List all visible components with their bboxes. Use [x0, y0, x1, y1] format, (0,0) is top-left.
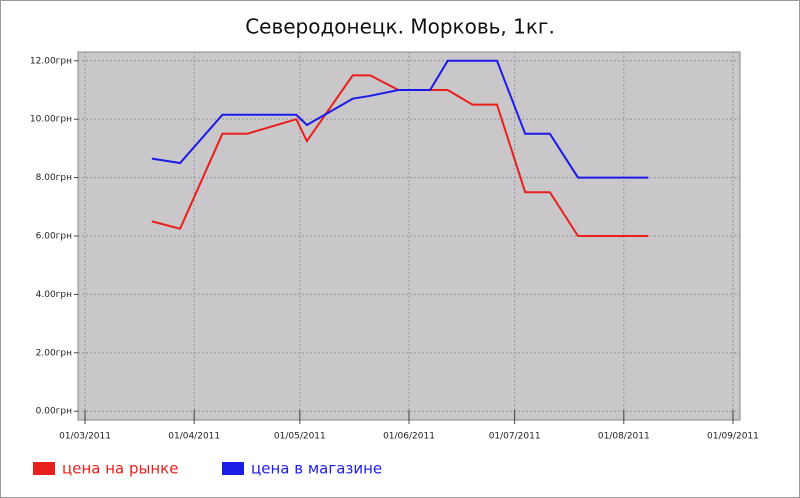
x-tick-label: 01/09/2011	[707, 432, 759, 442]
legend-swatch	[222, 462, 244, 475]
x-tick-label: 01/03/2011	[59, 432, 111, 442]
series-line	[151, 59, 649, 179]
x-tick-label: 01/08/2011	[598, 432, 650, 442]
legend-swatch	[33, 462, 55, 475]
y-tick-label: 0.00грн	[36, 407, 72, 417]
chart-title: Северодонецк. Морковь, 1кг.	[245, 15, 555, 39]
x-tick-label: 01/06/2011	[383, 432, 435, 442]
y-tick-label: 8.00грн	[36, 173, 72, 183]
y-tick-label: 12.00грн	[30, 56, 72, 66]
y-tick-label: 6.00грн	[36, 232, 72, 242]
y-tick-label: 2.00грн	[36, 348, 72, 358]
x-tick-label: 01/05/2011	[274, 432, 326, 442]
legend-label: цена в магазине	[251, 460, 382, 478]
x-tick-label: 01/07/2011	[489, 432, 541, 442]
y-tick-label: 10.00грн	[30, 115, 72, 125]
x-tick-label: 01/04/2011	[168, 432, 220, 442]
legend-label: цена на рынке	[62, 460, 178, 478]
y-tick-label: 4.00грн	[36, 290, 72, 300]
